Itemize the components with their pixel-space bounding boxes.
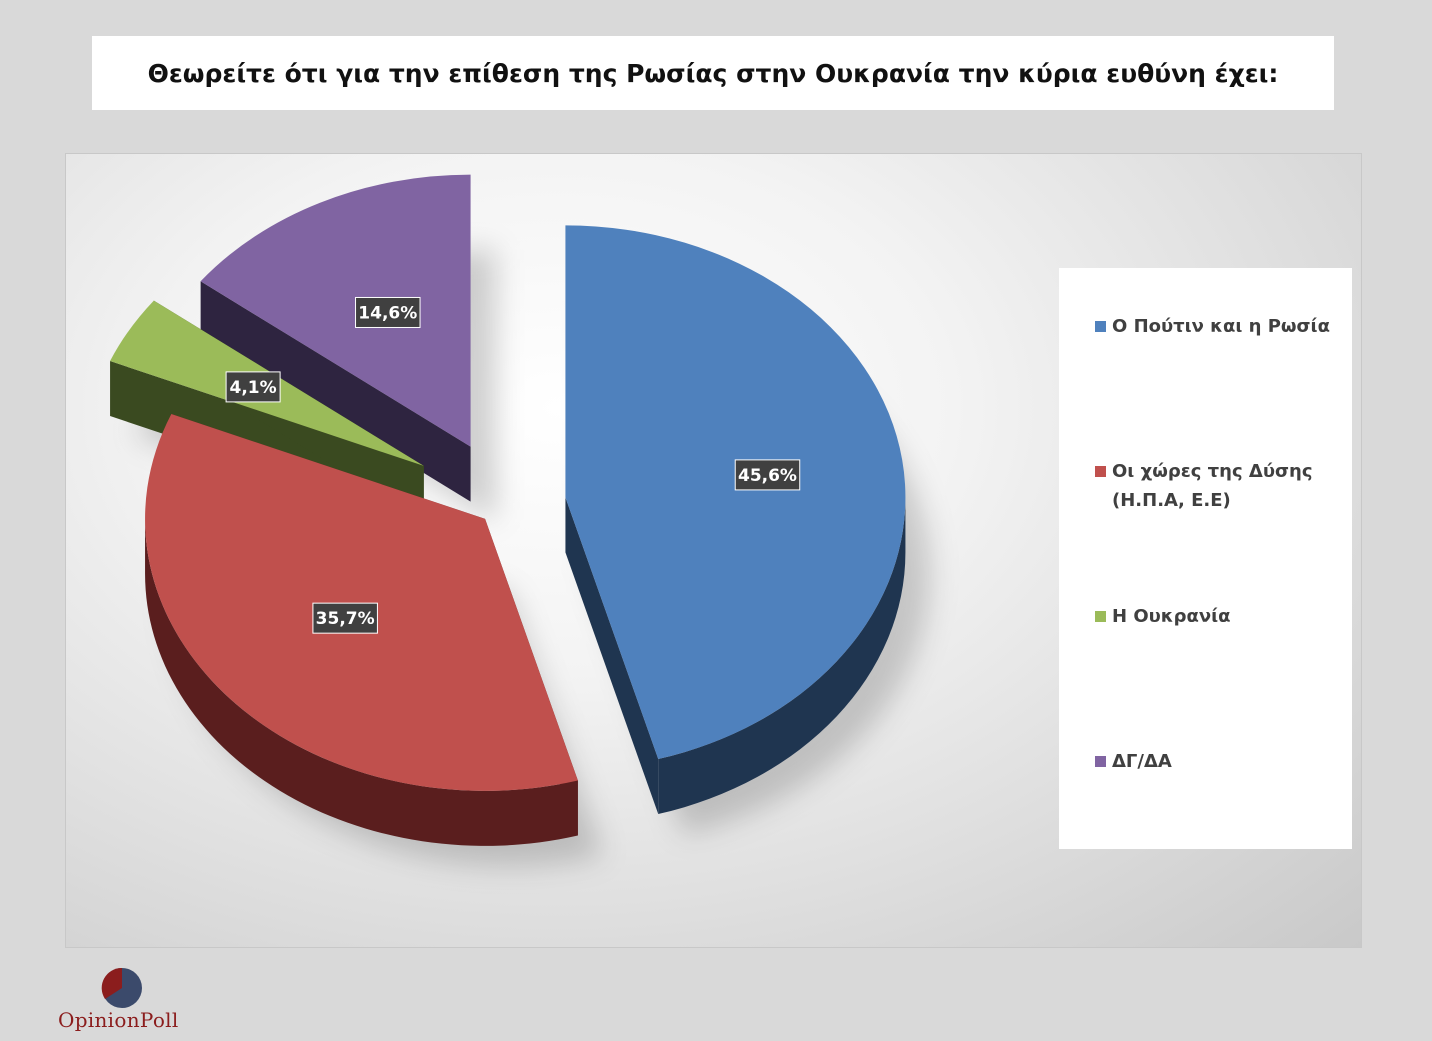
- opinionpoll-logo: OpinionPoll: [56, 966, 196, 1036]
- pie-slice-rim: [145, 518, 578, 846]
- pie-chart: 45,6% 35,7% 4,1% 14,6%: [110, 174, 931, 866]
- legend-swatch: [1095, 321, 1106, 332]
- data-label-text: 35,7%: [316, 609, 375, 629]
- title-box: Θεωρείτε ότι για την επίθεση της Ρωσίας …: [92, 36, 1334, 110]
- pie-slice-wall: [565, 497, 659, 815]
- legend-item-1: Ο Πούτιν και η Ρωσία: [1095, 312, 1335, 341]
- data-label-text: 45,6%: [738, 466, 797, 486]
- legend-item-2: Οι χώρες της Δύσης (Η.Π.Α, Ε.Ε): [1095, 457, 1335, 515]
- pie-slice-4: [200, 174, 471, 502]
- pie-slice-rim: [658, 497, 906, 815]
- pie-slice-wall: [200, 281, 471, 502]
- pie-slice-2: [145, 413, 578, 846]
- legend-swatch: [1095, 466, 1106, 477]
- legend-label: ΔΓ/ΔΑ: [1112, 751, 1172, 772]
- data-label-text: 14,6%: [358, 303, 417, 323]
- pie-slice-top: [565, 225, 906, 760]
- legend-swatch: [1095, 611, 1106, 622]
- legend-label: Ο Πούτιν και η Ρωσία: [1112, 316, 1330, 337]
- logo-text: OpinionPoll: [58, 1008, 179, 1032]
- legend-label: Η Ουκρανία: [1112, 606, 1231, 627]
- pie-slice-1: [565, 225, 906, 815]
- legend-label: Οι χώρες της Δύσης (Η.Π.Α, Ε.Ε): [1112, 461, 1313, 511]
- data-label-text: 4,1%: [230, 378, 277, 398]
- data-label-1: 45,6%: [734, 459, 801, 491]
- data-label-box: [312, 602, 378, 634]
- data-label-box: [355, 296, 421, 328]
- legend-swatch: [1095, 756, 1106, 767]
- data-label-box: [734, 459, 801, 491]
- legend-item-4: ΔΓ/ΔΑ: [1095, 747, 1335, 776]
- data-label-3: 4,1%: [225, 371, 281, 403]
- pie-slice-top: [145, 413, 578, 791]
- chart-title: Θεωρείτε ότι για την επίθεση της Ρωσίας …: [147, 58, 1279, 88]
- data-label-4: 14,6%: [355, 296, 421, 328]
- data-label-2: 35,7%: [312, 602, 378, 634]
- pie-slice-top: [200, 174, 471, 447]
- logo-circle-icon: [101, 967, 142, 1008]
- data-label-box: [225, 371, 281, 403]
- legend-item-3: Η Ουκρανία: [1095, 602, 1335, 631]
- legend: Ο Πούτιν και η Ρωσία Οι χώρες της Δύσης (…: [1059, 268, 1352, 849]
